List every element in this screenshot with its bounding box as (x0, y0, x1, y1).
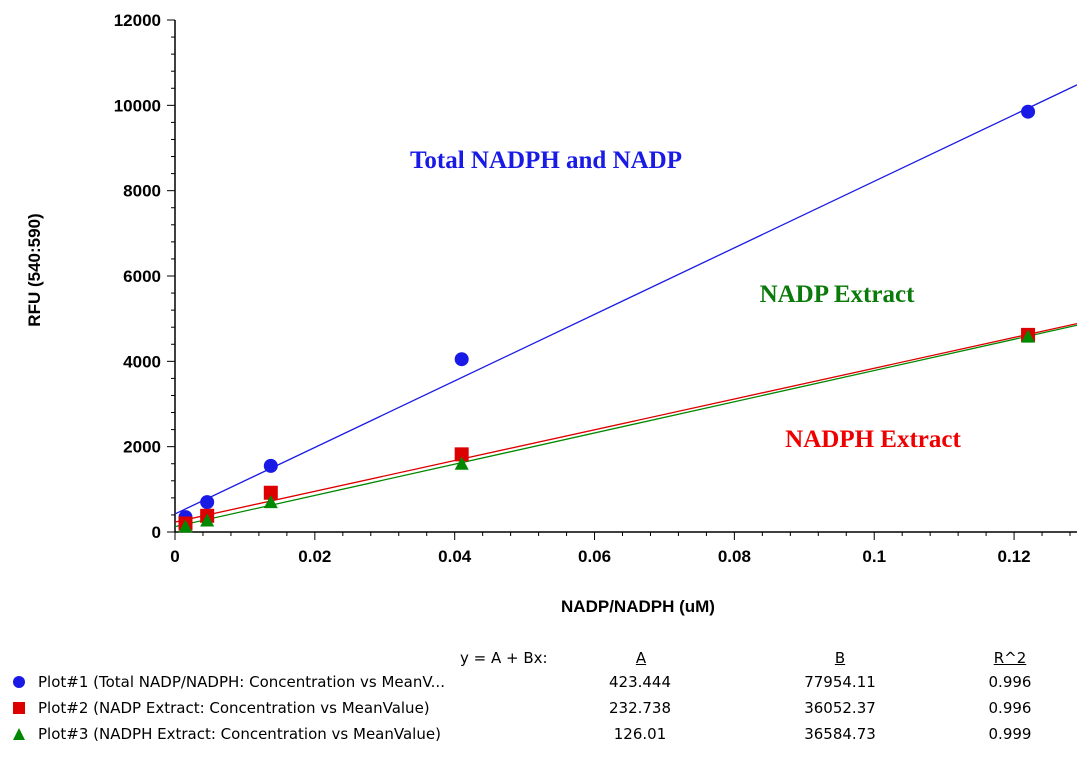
value-a: 126.01 (613, 725, 667, 743)
y-tick-label: 6000 (123, 267, 161, 286)
fit-legend: y = A + Bx: A B R^2 Plot#1 (Total NADP/N… (0, 645, 1077, 765)
y-tick-label: 10000 (114, 96, 161, 115)
y-tick-label: 2000 (123, 438, 161, 457)
fit-line-2 (175, 323, 1077, 523)
value-b: 77954.11 (804, 673, 876, 691)
value-a: 232.738 (608, 699, 672, 717)
legend-header-row: y = A + Bx: A B R^2 (0, 645, 1077, 671)
y-tick-label: 12000 (114, 11, 161, 30)
data-point-triangle (454, 456, 469, 470)
value-r2: 0.996 (988, 699, 1032, 717)
x-tick-label: 0 (170, 547, 179, 566)
value-r2: 0.996 (988, 673, 1032, 691)
header-r2: R^2 (993, 649, 1027, 667)
y-axis-title: RFU (540:590) (25, 213, 44, 326)
series-annotation: NADPH Extract (785, 426, 961, 453)
data-point-triangle (178, 519, 193, 533)
data-point-circle (1021, 104, 1036, 119)
plot-label: Plot#3 (NADPH Extract: Concentration vs … (38, 725, 441, 743)
x-tick-label: 0.1 (862, 547, 886, 566)
legend-row-plot3: Plot#3 (NADPH Extract: Concentration vs … (0, 721, 1077, 747)
plot-label: Plot#1 (Total NADP/NADPH: Concentration … (38, 673, 445, 691)
x-tick-label: 0.02 (298, 547, 331, 566)
value-b: 36584.73 (804, 725, 876, 743)
series-annotation: Total NADPH and NADP (410, 147, 682, 174)
value-r2: 0.999 (988, 725, 1032, 743)
plot-label: Plot#2 (NADP Extract: Concentration vs M… (38, 699, 430, 717)
value-a: 423.444 (608, 673, 672, 691)
data-point-circle (263, 458, 278, 473)
x-axis-title: NADP/NADPH (uM) (561, 597, 715, 616)
fit-line-3 (175, 324, 1077, 528)
chart-labels: 0 2000 4000 6000 8000 10000 12000 0 0.02 0.04 0.06… (25, 11, 1031, 616)
triangle-marker-icon (13, 728, 25, 740)
fit-line-1 (175, 84, 1077, 515)
data-markers (178, 104, 1036, 533)
data-point-triangle (1021, 329, 1036, 343)
legend-row-plot2: Plot#2 (NADP Extract: Concentration vs M… (0, 695, 1077, 721)
data-point-square (263, 485, 278, 500)
y-tick-label: 0 (152, 523, 161, 542)
x-tick-label: 0.04 (438, 547, 472, 566)
x-tick-label: 0.06 (578, 547, 611, 566)
y-tick-label: 4000 (123, 352, 161, 371)
y-tick-label: 8000 (123, 182, 161, 201)
data-point-circle (200, 495, 215, 510)
data-point-square (454, 447, 469, 462)
series-annotation: NADP Extract (760, 281, 915, 308)
axes (167, 19, 1077, 540)
header-a: A (635, 649, 647, 667)
equation-label: y = A + Bx: (460, 649, 548, 667)
legend-row-plot1: Plot#1 (Total NADP/NADPH: Concentration … (0, 669, 1077, 695)
circle-marker-icon (13, 676, 25, 688)
x-tick-label: 0.12 (998, 547, 1031, 566)
data-point-triangle (263, 495, 278, 509)
data-point-triangle (200, 513, 215, 527)
data-point-circle (454, 352, 469, 367)
x-tick-label: 0.08 (718, 547, 751, 566)
square-marker-icon (13, 702, 25, 714)
scatter-chart: 0 2000 4000 6000 8000 10000 12000 0 0.02 0.04 0.06… (25, 11, 1077, 616)
value-b: 36052.37 (804, 699, 876, 717)
fit-lines (175, 84, 1077, 528)
header-b: B (834, 649, 846, 667)
